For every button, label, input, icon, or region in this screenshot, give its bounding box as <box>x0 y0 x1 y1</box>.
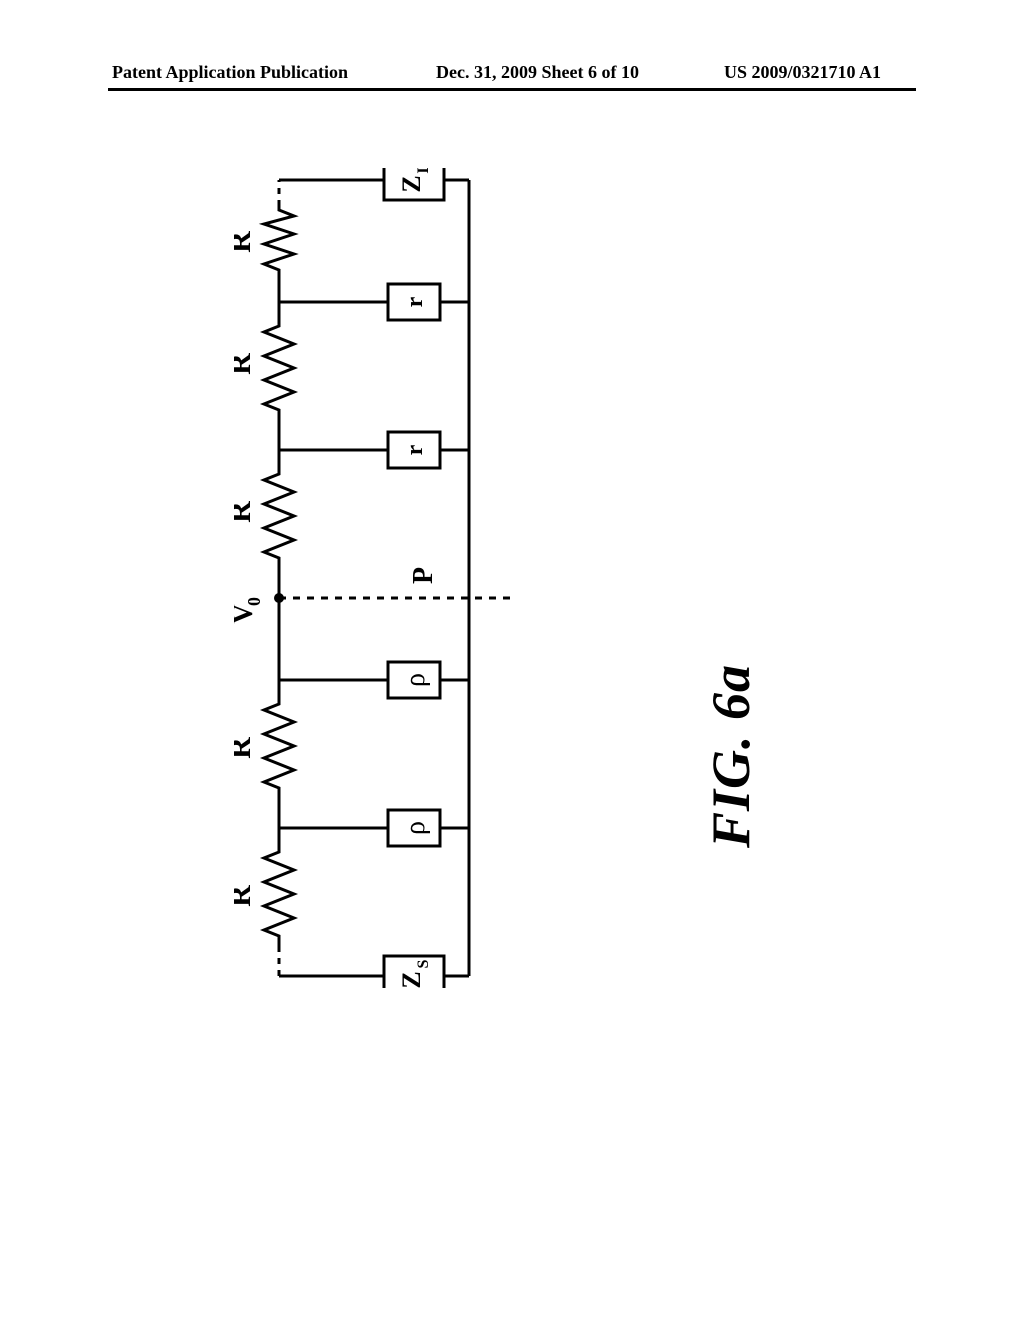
svg-text:R: R <box>234 231 257 253</box>
svg-text:L: L <box>415 168 432 173</box>
svg-text:R: R <box>234 885 257 907</box>
header-center-text: Dec. 31, 2009 Sheet 6 of 10 <box>436 62 639 83</box>
svg-text:R: R <box>234 501 257 523</box>
svg-text:r: r <box>402 296 428 307</box>
figure-caption: FIG. 6a <box>700 664 762 848</box>
header-right-text: US 2009/0321710 A1 <box>724 62 881 83</box>
svg-text:ρ: ρ <box>400 673 431 687</box>
svg-text:ρ: ρ <box>400 821 431 835</box>
svg-text:Z: Z <box>397 175 426 192</box>
figure-6a: R R R R R V 0 P <box>234 168 806 1088</box>
circuit-diagram: R R R R R V 0 P <box>234 168 514 988</box>
svg-text:P: P <box>408 567 439 584</box>
svg-text:Z: Z <box>397 971 426 988</box>
svg-text:S: S <box>415 959 432 968</box>
svg-text:R: R <box>234 353 257 375</box>
header-left-text: Patent Application Publication <box>112 62 348 83</box>
header-divider <box>108 88 916 91</box>
svg-text:0: 0 <box>244 597 264 606</box>
svg-text:r: r <box>402 444 428 455</box>
svg-text:R: R <box>234 737 257 759</box>
